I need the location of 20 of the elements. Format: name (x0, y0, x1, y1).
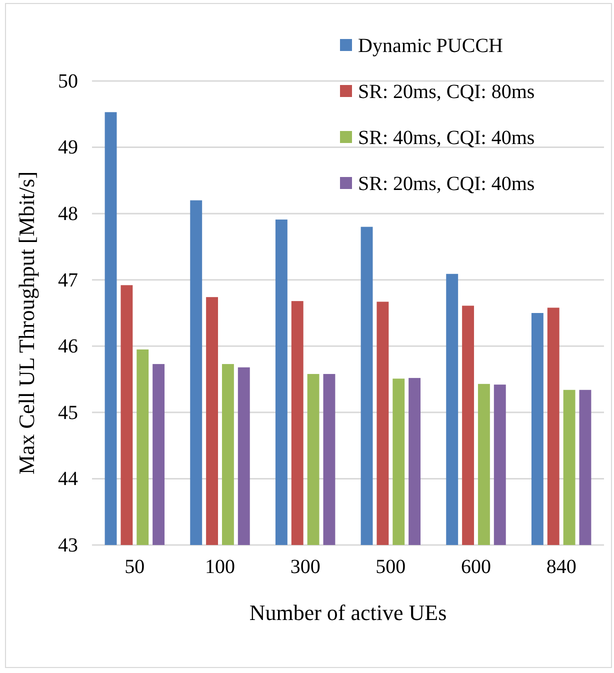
y-tick-label: 43 (58, 534, 78, 556)
x-tick-label: 500 (376, 556, 406, 578)
y-tick-label: 46 (58, 336, 78, 358)
legend-label: SR: 20ms, CQI: 40ms (358, 173, 535, 195)
x-tick-label: 840 (546, 556, 576, 578)
legend-label: SR: 40ms, CQI: 40ms (358, 127, 535, 149)
x-tick-label: 300 (290, 556, 320, 578)
y-tick-label: 45 (58, 402, 78, 424)
y-tick-label: 47 (58, 269, 78, 292)
x-tick-label: 600 (461, 556, 491, 578)
y-tick-label: 44 (58, 468, 78, 490)
x-axis-title: Number of active UEs (249, 600, 447, 625)
x-tick-label: 100 (205, 556, 235, 578)
legend-label: Dynamic PUCCH (358, 35, 503, 57)
legend-label: SR: 20ms, CQI: 80ms (358, 81, 535, 103)
y-tick-label: 48 (58, 202, 78, 225)
y-tick-label: 50 (58, 70, 78, 92)
y-tick-label: 49 (58, 136, 78, 159)
x-tick-label: 50 (124, 556, 145, 578)
y-axis-title: Max Cell UL Throughput [Mbit/s] (14, 171, 39, 475)
